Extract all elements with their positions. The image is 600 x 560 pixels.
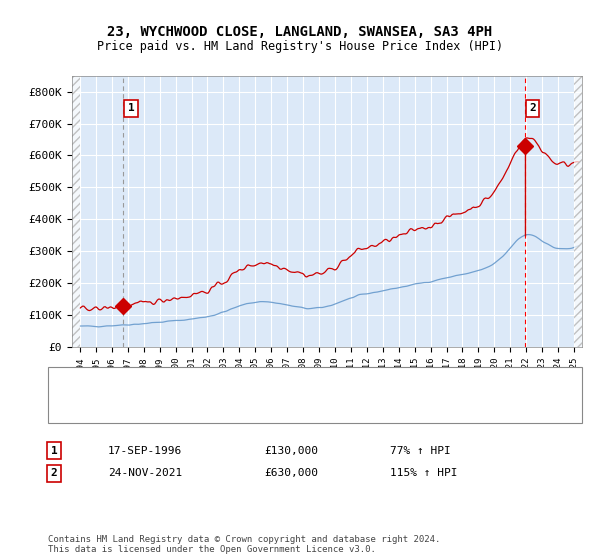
Text: ——: —— (69, 376, 87, 391)
Text: 2: 2 (529, 103, 536, 113)
Text: Contains HM Land Registry data © Crown copyright and database right 2024.
This d: Contains HM Land Registry data © Crown c… (48, 535, 440, 554)
Text: 24-NOV-2021: 24-NOV-2021 (108, 468, 182, 478)
Text: £630,000: £630,000 (264, 468, 318, 478)
Text: 1: 1 (50, 446, 58, 456)
Text: ——: —— (69, 402, 87, 416)
Text: 17-SEP-1996: 17-SEP-1996 (108, 446, 182, 456)
Text: 2: 2 (50, 468, 58, 478)
Text: 115% ↑ HPI: 115% ↑ HPI (390, 468, 458, 478)
Text: Price paid vs. HM Land Registry's House Price Index (HPI): Price paid vs. HM Land Registry's House … (97, 40, 503, 53)
Text: 77% ↑ HPI: 77% ↑ HPI (390, 446, 451, 456)
Text: £130,000: £130,000 (264, 446, 318, 456)
Text: 23, WYCHWOOD CLOSE, LANGLAND, SWANSEA, SA3 4PH: 23, WYCHWOOD CLOSE, LANGLAND, SWANSEA, S… (107, 25, 493, 39)
Text: 1: 1 (128, 103, 134, 113)
Bar (72, 76, 80, 347)
Bar (574, 76, 582, 347)
Text: 23, WYCHWOOD CLOSE, LANGLAND, SWANSEA, SA3 4PH (detached house): 23, WYCHWOOD CLOSE, LANGLAND, SWANSEA, S… (99, 379, 493, 389)
Text: HPI: Average price, detached house, Swansea: HPI: Average price, detached house, Swan… (99, 404, 368, 414)
